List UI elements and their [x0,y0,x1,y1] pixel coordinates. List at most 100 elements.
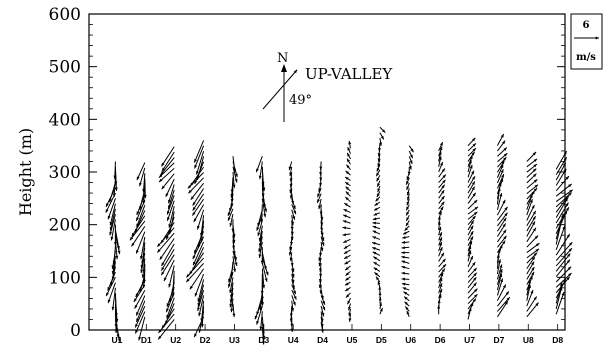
wind-vector [497,291,510,307]
wind-vector [342,233,351,237]
wind-vector [192,247,205,272]
y-tick-label: 500 [49,58,81,78]
wind-vector [343,244,351,250]
wind-vector [192,241,205,266]
wind-vector [496,164,504,178]
wind-vector [375,196,381,202]
wind-vector [555,253,571,272]
wind-vector [112,245,116,265]
wind-vector [496,173,505,189]
wind-vector [496,278,504,296]
wind-vector [401,251,410,255]
wind-vector [438,195,445,204]
wind-vector [555,278,567,299]
wind-vector [320,220,324,232]
wind-vector [526,289,534,307]
wind-vector [467,261,476,273]
wind-vector [555,241,573,261]
y-axis-label: Height (m) [16,128,35,216]
wind-vector [291,268,295,278]
wind-vector [188,177,204,194]
wind-vector [194,145,205,169]
wind-vector [496,240,506,253]
wind-vector [379,137,383,146]
wind-vector [526,204,535,221]
wind-vector [372,217,380,221]
wind-vector [555,291,565,315]
wind-vector [401,255,410,259]
wind-vector [467,192,477,204]
wind-vector [166,195,175,215]
wind-vector [555,202,569,224]
wind-vector [438,174,447,183]
wind-vector [167,189,175,210]
wind-vector [112,177,116,198]
wind-vector [344,281,351,286]
wind-vector [404,225,410,232]
wind-vector [161,243,175,267]
axes: 0 100 200 300 400 500 600 Height (m) U1 D1 U2 D2 U3 D… [16,5,566,345]
wind-vector [526,252,538,264]
x-tick-label: U8 [523,335,534,345]
wind-vector [376,180,381,188]
wind-vector [379,307,383,315]
wind-vector [230,261,234,278]
wind-vector [526,187,538,200]
profile-U6 [401,145,414,318]
wind-vector [526,168,537,178]
profile-U1 [105,161,121,343]
wind-vector [348,308,352,317]
wind-vector [438,161,444,173]
wind-vector [379,302,383,309]
wind-vector [141,242,146,265]
wind-vector [438,263,447,273]
wind-vector [259,311,263,331]
wind-vector [138,316,146,341]
wind-vector [197,284,205,307]
wind-vector [373,261,381,267]
wind-vector [197,289,205,312]
y-tick-label: 600 [49,5,81,25]
wind-vector [402,235,410,239]
profile-D6 [437,141,447,315]
wind-vector [343,249,351,255]
wind-vector [320,241,324,252]
wind-vector [157,319,175,340]
wind-vector [134,311,146,334]
wind-vector [467,230,474,241]
wind-vector [526,158,538,168]
wind-vector [320,214,324,226]
profile-U7 [467,137,479,320]
wind-vector [378,143,381,152]
wind-vector [526,151,537,162]
wind-vector [320,311,324,323]
wind-vector [467,199,478,210]
x-tick-label: U4 [288,335,299,345]
wind-vector [200,306,205,328]
wind-vector [320,300,326,311]
wind-vector [166,200,175,221]
wind-vector [438,146,443,157]
wind-vector [159,238,175,261]
wind-vector [406,310,410,318]
wind-vector [438,211,442,220]
wind-vector [229,282,234,299]
wind-vector [258,161,263,180]
wind-vector [316,193,322,204]
wind-vector [156,232,175,253]
wind-vector [438,184,446,194]
wind-vector [372,225,381,230]
wind-vector [158,167,175,183]
wind-vector [109,214,116,236]
x-tick-label: U5 [347,335,358,345]
wind-vector [200,220,205,243]
wind-vector [496,192,503,210]
wind-vector [348,303,351,311]
wind-vector [438,272,444,283]
wind-vector [291,273,295,284]
wind-vector [555,189,573,202]
wind-vector [290,257,294,267]
wind-vector [143,263,146,283]
wind-vector [142,173,146,193]
wind-vector [230,298,234,313]
